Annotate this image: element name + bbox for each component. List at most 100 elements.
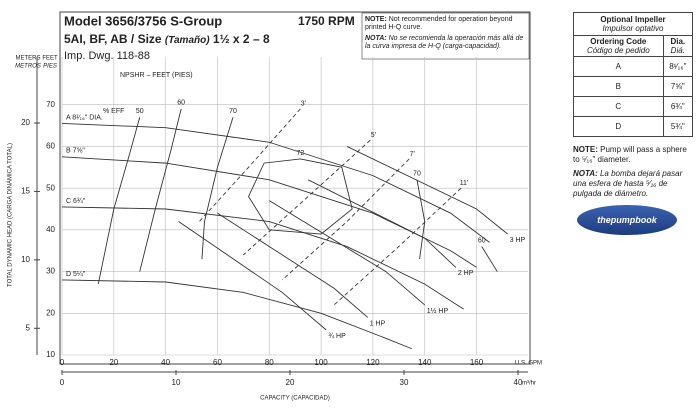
y-tick-label: 50 [46,183,55,192]
drawing: Imp. Dwg. 118-88 [64,50,150,62]
row: A 8¹⁄₁₆" [573,56,694,77]
x-tick-label: 20 [109,358,118,367]
cell: 8¹⁄₁₆" [662,56,694,77]
panel-title-es: Impulsor optativo [602,24,664,33]
power-line [269,200,426,306]
y-tick-label: 10 [46,350,55,359]
efficiency-line [416,179,426,260]
speed: 1750 RPM [298,14,355,28]
head_curves-label: A 8¹⁄₁₆" DIA. [66,114,103,121]
note-box [361,12,530,60]
x2-unit: m³/hr [522,381,536,387]
x2-tick-label: 20 [286,378,295,387]
cell: 7⅝" [662,76,694,97]
subtitle-part: 1½ x 2 – 8 [213,32,270,46]
note-label: NOTA: [573,169,598,178]
header: Dia. [670,37,686,46]
cell: D [573,116,664,137]
x-label: CAPACITY (CAPACIDAD) [260,396,330,402]
power-line [178,221,327,331]
npsh-line [281,158,410,281]
row: B 7⅝" [573,76,694,97]
panel-note: NOTE: Pump will pass a sphere to ⁵⁄₁₆" d… [573,145,693,165]
logo: thepumpbook [577,205,677,235]
efficiency-label: 72 [296,150,304,157]
npsh-label: 11' [460,180,469,187]
efficiency-label: 70 [413,171,421,178]
header: Diá. [670,46,685,55]
efficiency-line [481,246,498,272]
subtitle-part: 5AI, BF, AB / Size [64,32,162,46]
cell: 5¾" [662,116,694,137]
power-label: ¾ HP [328,333,346,340]
npsh-label: 7' [410,151,415,158]
title: Model 3656/3756 S-Group [64,13,222,28]
efficiency-line [201,117,234,260]
power-line [217,212,369,318]
y2-tick-label: 20 [21,118,30,127]
npsh-line [333,187,462,306]
x2-tick-label: 10 [172,378,181,387]
note-es: NOTA: No se recomienda la operación más … [365,35,527,51]
efficiency-line [97,117,141,285]
note-en: NOTE: Not recommended for operation beyo… [365,16,527,32]
frame [59,11,531,365]
y-unit: FEET [42,56,58,62]
note-text: La bomba dejará pasar una esfera de hast… [573,169,683,198]
npsh-label: 3' [301,101,306,108]
npsh-label: 5' [371,132,376,139]
y-tick-label: 30 [46,267,55,276]
subtitle-part: (Tamaño) [165,35,210,46]
head_curves-label: D 5¼" [66,271,86,278]
x2-tick-label: 30 [400,378,409,387]
efficiency-line [248,158,353,235]
power-line [346,146,508,235]
y-tick-label: 70 [46,100,55,109]
head_curves-line [61,123,490,243]
panel-note-es: NOTA: La bomba dejará pasar una esfera d… [573,169,693,199]
row: D 5¾" [573,116,694,137]
efficiency-label: 70 [229,108,237,115]
cell: B [573,76,664,97]
note: NOTE: Not recommended for operation beyo… [365,16,527,51]
x-tick-label: 40 [161,358,170,367]
impeller-panel: Optional Impeller Impulsor optativo Order… [573,12,694,235]
power-label: 1½ HP [427,307,449,315]
note-label: NOTA: [365,35,387,42]
power-line [307,179,457,268]
power-label: 1 HP [370,320,386,327]
efficiency-line [139,108,182,272]
efficiency-label: 60 [177,100,185,107]
y2-tick-label: 10 [21,255,30,264]
power-label: 2 HP [458,270,474,277]
y2-unit: METERS [15,56,40,62]
note-text: Not recommended for operation beyond pri… [365,16,513,31]
head_curves-line [61,206,464,310]
y-unit: PIES [43,64,57,70]
y2-tick-label: 5 [26,323,31,332]
cell: 6¾" [662,96,694,117]
y2-tick-label: 15 [21,187,30,196]
row: C 6¾" [573,96,694,117]
cell: C [573,96,664,117]
y-tick-label: 60 [46,142,55,151]
x-tick-label: 80 [265,358,274,367]
npsh-line [198,108,301,222]
x-tick-label: 120 [366,358,380,367]
head_curves-label: C 6¾" [66,198,86,205]
header: Código de pedido [586,46,650,55]
x2-tick-label: 40 [514,378,523,387]
npsh-line [243,139,371,256]
y2-unit: METROS [15,64,41,70]
header-row: Ordering Code Código de pedido Dia. Diá. [573,35,694,57]
note-text: Pump will pass a sphere to ⁵⁄₁₆" diamete… [573,145,687,164]
note-text: No se recomienda la operación más allá d… [365,35,524,50]
x-unit: U.S. GPM [515,361,542,367]
head_curves-label: B 7⅝" [66,148,85,155]
panel-title-en: Optional Impeller [600,15,666,24]
cell: A [573,56,664,77]
x-tick-label: 60 [213,358,222,367]
y-label: TOTAL DYNAMIC HEAD (CARGA DINÁMICA TOTAL… [7,143,14,287]
